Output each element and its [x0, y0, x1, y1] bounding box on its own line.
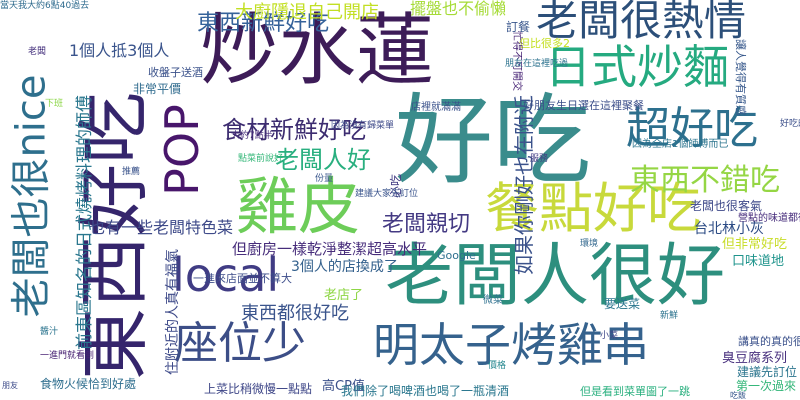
word: Google [437, 249, 476, 262]
word: 講真的真的很忙 [738, 335, 800, 348]
word: 台北林小灰 [694, 221, 764, 237]
word: 小菜 [600, 331, 619, 341]
word: 老闆也很客氣 [690, 199, 763, 213]
word: 環境 [580, 239, 599, 249]
word: 一進來店面並不算大 [193, 272, 292, 285]
word: 吃飯 [730, 391, 746, 400]
word: 上菜比稍微慢一點點 [204, 382, 313, 396]
word: 但廚房一樣乾淨整潔超高水平 [232, 240, 428, 258]
word: 食物火候恰到好處 [40, 377, 137, 391]
word: 食材新鮮好吃 [222, 116, 366, 144]
word: 朋友在這裡吃過 [505, 59, 569, 69]
word: 收盤子送酒 [148, 66, 203, 79]
word: 因為全店1個師傅而已 [632, 139, 729, 150]
word: 下班 [45, 99, 64, 109]
word: 也有一些老闆特色菜 [89, 218, 234, 237]
word: POP [154, 104, 209, 196]
word: 但比很多2 [519, 37, 570, 50]
word: 店裡就滿滿 [411, 102, 461, 113]
word: 老闆人很好 [385, 237, 726, 316]
word: 擺盤也不偷懶 [410, 0, 507, 18]
word: 好吃 [395, 84, 592, 198]
word: 朋友 [2, 381, 18, 390]
word: 讓人覺得有質感 [734, 39, 747, 116]
word: 1個人抵3個人 [69, 41, 170, 60]
word: 非常平價 [133, 82, 182, 96]
word: 老闆親切 [382, 212, 471, 237]
word: 老闆很熱情 [536, 0, 747, 45]
word: 住附近的人真有福氣 [165, 249, 181, 375]
word: 微菜 [483, 295, 503, 306]
word: 份量 [315, 174, 334, 184]
word: 老闆 [28, 47, 47, 57]
word: 日式炒麵 [545, 40, 729, 94]
word: 要送菜 [604, 297, 641, 311]
word: 當天我大約6點40過去 [0, 1, 90, 11]
word: 一進門就看到 [40, 351, 95, 361]
word: 第一次過來 [736, 379, 797, 393]
word: 高CP值 [322, 379, 365, 394]
word: 但非常好吃 [722, 237, 788, 252]
word: 如果你剛好也在附近 [512, 95, 536, 275]
word: 訂餐 [506, 20, 531, 34]
word: 建議先訂位 [737, 365, 798, 379]
word: 因為沒有歸菜單 [331, 121, 395, 131]
word: 老店了 [324, 288, 364, 303]
word: 東西新鮮好吃 [197, 11, 330, 36]
word: 明太子烤雞串 [373, 318, 649, 372]
word: 口味道地 [732, 254, 785, 269]
word: 建議大家先訂位 [355, 189, 419, 199]
word: 好朋友生日選在這裡聚餐 [523, 99, 644, 112]
word: local [172, 248, 280, 302]
word: 推薦 [122, 167, 141, 177]
word: 我們除了喝啤酒也喝了一瓶清酒 [341, 384, 510, 398]
word: 醬汁 [40, 327, 59, 337]
word: 東西都很好吃 [241, 303, 349, 324]
word: 新鮮 [660, 311, 679, 321]
word: 老闆人好 [275, 146, 371, 174]
word: 臭豆腐系列 [722, 351, 788, 366]
word: 餐點好吃 [485, 177, 701, 240]
word: 大廚隱退自己開店 [235, 2, 379, 23]
word: 老闆也很nice [8, 74, 55, 318]
word: 價格 [488, 361, 507, 371]
word: 3個人的店換成了 [291, 259, 398, 275]
word: 點菜前說好 [238, 154, 284, 164]
word: 東西不錯吃 [630, 163, 780, 198]
word: 座位少 [174, 318, 306, 369]
word: 雞皮 [236, 170, 361, 243]
word: 大約7點半 [231, 131, 273, 141]
word: 但是看到菜單圖了一跳 [580, 385, 690, 398]
word: 營點的味道都很好 [738, 213, 800, 224]
word: 超好吃 [626, 103, 758, 154]
word: 好吃的 [780, 119, 800, 129]
word: 炒水蓮 [200, 6, 435, 96]
word: 服務 [530, 154, 549, 164]
